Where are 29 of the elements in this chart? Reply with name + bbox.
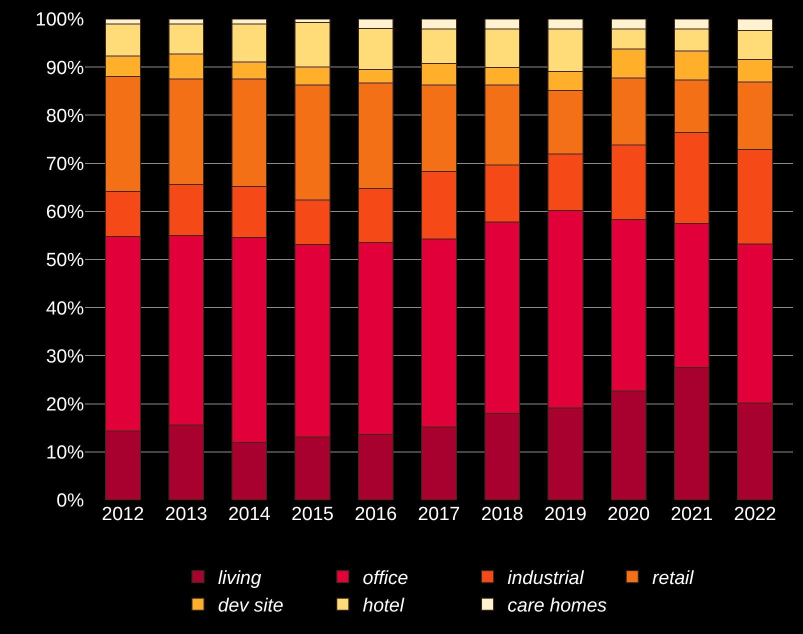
x-tick-label: 2012 [102, 504, 144, 525]
y-tick-label: 50% [46, 250, 84, 272]
y-tick-label: 100% [35, 10, 84, 31]
legend-label: retail [652, 568, 694, 589]
legend-label: industrial [508, 568, 584, 589]
y-tick-label: 90% [46, 58, 84, 79]
x-tick-label: 2016 [354, 504, 397, 525]
y-tick-label: 10% [46, 442, 84, 464]
x-tick-label: 2021 [670, 504, 713, 525]
legend-label: care homes [508, 596, 608, 617]
x-tick-label: 2014 [228, 504, 271, 525]
x-tick-label: 2019 [544, 504, 587, 525]
x-tick-label: 2022 [734, 504, 776, 525]
legend-label: dev site [218, 596, 284, 617]
legend-label: living [218, 568, 262, 589]
legend-label: hotel [362, 596, 405, 617]
y-tick-label: 70% [46, 154, 84, 175]
x-tick-label: 2013 [165, 504, 208, 525]
x-tick-label: 2015 [291, 504, 334, 525]
y-tick-label: 80% [46, 106, 84, 127]
x-tick-label: 2017 [418, 504, 460, 525]
y-tick-label: 0% [56, 490, 84, 512]
x-tick-label: 2020 [608, 504, 650, 525]
y-tick-label: 40% [46, 298, 84, 320]
y-tick-label: 30% [46, 346, 84, 368]
legend-label: office [362, 568, 408, 589]
y-tick-label: 20% [46, 394, 84, 416]
x-tick-label: 2018 [481, 504, 524, 525]
y-tick-label: 60% [46, 202, 84, 224]
